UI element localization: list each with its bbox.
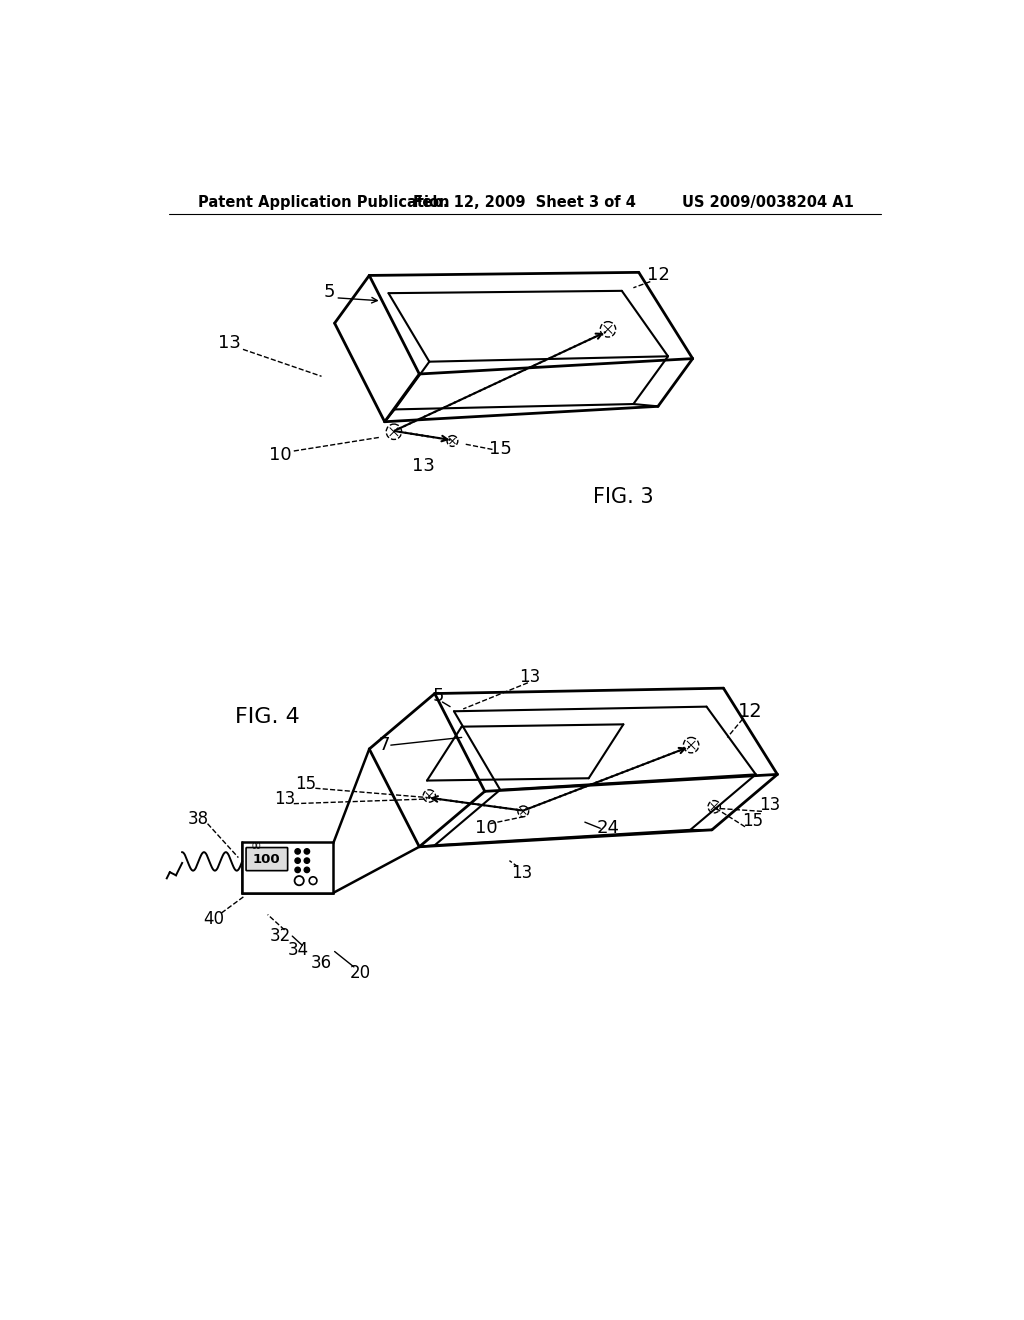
Text: 20: 20 <box>349 964 371 982</box>
Text: 36: 36 <box>311 954 332 972</box>
FancyBboxPatch shape <box>246 847 288 871</box>
Text: US 2009/0038204 A1: US 2009/0038204 A1 <box>682 195 854 210</box>
Circle shape <box>304 867 309 873</box>
Text: FIG. 4: FIG. 4 <box>236 708 300 727</box>
Text: 34: 34 <box>288 941 309 958</box>
FancyBboxPatch shape <box>243 842 333 892</box>
Text: 7: 7 <box>379 737 390 754</box>
Text: 5: 5 <box>433 686 444 705</box>
Text: Patent Application Publication: Patent Application Publication <box>198 195 450 210</box>
Text: 12: 12 <box>738 702 763 721</box>
Text: 15: 15 <box>488 441 512 458</box>
Text: 24: 24 <box>596 820 620 837</box>
Text: 100: 100 <box>253 853 281 866</box>
Circle shape <box>295 849 300 854</box>
Text: 40: 40 <box>203 911 224 928</box>
Text: 15: 15 <box>296 775 316 792</box>
Text: FIG. 3: FIG. 3 <box>593 487 653 507</box>
Circle shape <box>295 858 300 863</box>
Text: 10: 10 <box>268 446 291 463</box>
Circle shape <box>295 867 300 873</box>
Text: 38: 38 <box>187 810 209 828</box>
Text: 12: 12 <box>646 267 670 284</box>
Text: Feb. 12, 2009  Sheet 3 of 4: Feb. 12, 2009 Sheet 3 of 4 <box>414 195 636 210</box>
Text: 10: 10 <box>475 820 498 837</box>
Circle shape <box>304 849 309 854</box>
Text: 32: 32 <box>270 927 292 945</box>
Text: 13: 13 <box>218 334 241 352</box>
Text: 15: 15 <box>742 812 763 829</box>
Text: 13: 13 <box>511 865 532 882</box>
Text: 13: 13 <box>519 668 540 685</box>
Text: 00: 00 <box>251 842 261 851</box>
Text: 5: 5 <box>324 282 335 301</box>
Text: 13: 13 <box>759 796 780 814</box>
Circle shape <box>304 858 309 863</box>
Text: 13: 13 <box>412 458 434 475</box>
Text: 13: 13 <box>274 791 295 808</box>
